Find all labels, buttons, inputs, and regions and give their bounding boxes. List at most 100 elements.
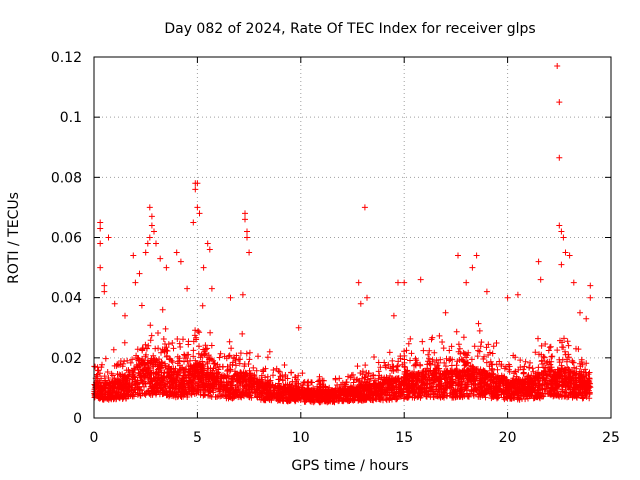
- data-point: [244, 391, 251, 397]
- data-point: [216, 354, 223, 361]
- data-point: [168, 372, 175, 379]
- data-point: [204, 360, 211, 367]
- data-point: [417, 276, 424, 283]
- data-point: [315, 378, 322, 385]
- data-point: [574, 394, 580, 401]
- data-point: [281, 362, 288, 368]
- data-point: [198, 351, 205, 358]
- data-point: [227, 366, 234, 373]
- data-point: [501, 374, 508, 381]
- data-point: [180, 378, 187, 385]
- data-point: [452, 367, 458, 374]
- data-point: [270, 372, 276, 379]
- data-point: [478, 377, 485, 384]
- data-point: [567, 369, 574, 376]
- data-point: [101, 377, 108, 384]
- data-point: [124, 377, 131, 384]
- data-point: [439, 339, 446, 345]
- data-point: [522, 388, 529, 394]
- data-point: [199, 302, 206, 309]
- data-point: [357, 370, 364, 376]
- data-point: [117, 358, 124, 364]
- data-point: [556, 154, 563, 161]
- data-point: [284, 375, 291, 382]
- data-point: [559, 339, 565, 346]
- data-point: [407, 357, 413, 364]
- data-point: [200, 392, 207, 399]
- data-point: [541, 367, 548, 374]
- data-point: [350, 379, 357, 386]
- data-point: [443, 374, 450, 381]
- data-point: [230, 390, 237, 397]
- data-point: [119, 363, 126, 370]
- data-point: [176, 383, 183, 389]
- data-point: [562, 351, 569, 358]
- data-point: [208, 285, 215, 292]
- data-point: [470, 388, 477, 395]
- data-point: [394, 395, 401, 402]
- data-point: [541, 386, 548, 393]
- data-point: [436, 332, 443, 339]
- data-point: [577, 375, 583, 382]
- data-point: [322, 398, 329, 405]
- data-point: [206, 246, 213, 253]
- data-point: [123, 395, 130, 402]
- data-point: [579, 379, 586, 386]
- data-point: [529, 365, 536, 372]
- data-point: [446, 356, 453, 363]
- data-point: [410, 381, 417, 387]
- data-point: [196, 343, 202, 350]
- data-point: [212, 378, 219, 385]
- data-point: [174, 336, 181, 342]
- data-point: [207, 329, 214, 336]
- data-point: [474, 353, 481, 360]
- data-point: [260, 366, 267, 373]
- data-point: [235, 371, 242, 378]
- data-point: [530, 375, 537, 382]
- data-point: [233, 389, 239, 395]
- data-point: [576, 384, 583, 391]
- data-point: [196, 329, 203, 336]
- data-point: [403, 382, 410, 388]
- data-point: [151, 228, 157, 235]
- data-point: [246, 356, 253, 363]
- data-point: [514, 394, 521, 401]
- data-point: [528, 379, 535, 386]
- data-point: [246, 349, 253, 356]
- data-point: [269, 382, 276, 388]
- data-point: [178, 394, 185, 400]
- data-point: [250, 364, 257, 371]
- data-point: [361, 204, 368, 211]
- data-point: [176, 362, 183, 369]
- data-point: [481, 368, 488, 375]
- data-point: [141, 373, 148, 380]
- data-point: [332, 385, 339, 392]
- data-point: [241, 363, 248, 370]
- data-point: [438, 389, 445, 396]
- data-point: [91, 392, 98, 399]
- data-point: [477, 394, 484, 400]
- data-point: [393, 396, 400, 403]
- y-tick-label: 0.04: [51, 291, 82, 307]
- data-point: [266, 397, 273, 403]
- data-point: [570, 384, 577, 391]
- data-point: [554, 347, 561, 354]
- data-point: [143, 351, 149, 358]
- data-point: [200, 346, 207, 353]
- data-point: [206, 356, 212, 363]
- data-point: [455, 341, 462, 348]
- data-point: [556, 222, 563, 229]
- data-point: [504, 294, 511, 301]
- data-point: [483, 359, 490, 366]
- data-point: [354, 363, 361, 370]
- data-point: [147, 379, 154, 386]
- data-point: [214, 370, 221, 377]
- data-point: [455, 252, 461, 259]
- data-point: [483, 288, 490, 295]
- data-point: [397, 355, 404, 362]
- data-point: [270, 387, 277, 394]
- data-point: [99, 361, 105, 368]
- data-point: [140, 373, 147, 379]
- data-point: [215, 392, 222, 399]
- data-point: [565, 342, 572, 349]
